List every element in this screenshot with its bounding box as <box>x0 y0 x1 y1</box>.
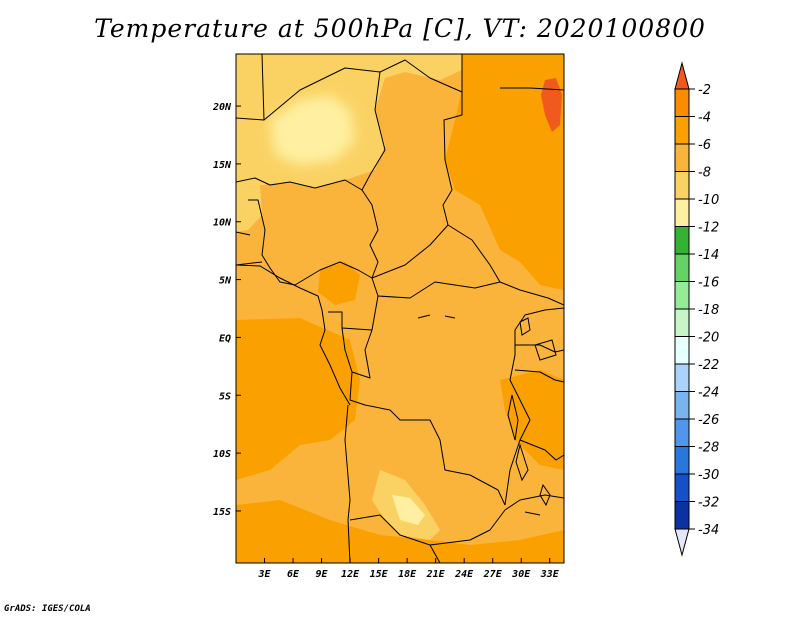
colorbar-label: -8 <box>698 166 711 181</box>
y-tick-label: 20N <box>212 102 232 113</box>
x-tick-label: 30E <box>511 569 531 580</box>
x-tick-label: 18E <box>398 569 417 580</box>
colorbar-box <box>674 198 690 227</box>
colorbar-box <box>674 363 690 392</box>
colorbar-box <box>674 226 690 255</box>
lakes <box>417 314 557 516</box>
y-tick-label: 5S <box>219 391 231 402</box>
y-axis: 20N 15N 10N 5N EQ 5S 10S 15S <box>212 102 241 518</box>
colorbar-label: -18 <box>698 303 719 318</box>
x-tick-label: 9E <box>316 569 329 580</box>
field-band-minus2-to-minus4 <box>541 78 562 132</box>
x-tick-label: 21E <box>426 569 446 580</box>
colorbar-box <box>674 308 690 337</box>
colorbar-label: -10 <box>698 193 719 208</box>
field-band-minus4-to-minus6 <box>236 500 564 563</box>
colorbar-label: -28 <box>698 441 719 456</box>
field-band-minus10-to-minus12 <box>392 495 425 525</box>
colorbar-box <box>674 281 690 310</box>
colorbar-label: -22 <box>698 358 719 373</box>
colorbar-label: -16 <box>698 276 719 291</box>
x-tick-label: 3E <box>257 569 271 580</box>
colorbar-label: -24 <box>698 386 719 401</box>
grads-credit: GrADS: IGES/COLA <box>4 604 91 614</box>
field-band-minus4-to-minus6 <box>318 262 360 305</box>
colorbar-box <box>674 501 690 530</box>
x-tick-label: 6E <box>287 569 300 580</box>
coastline <box>236 264 351 406</box>
colorbar-bottom-arrow <box>674 528 690 557</box>
colorbar-label: -34 <box>698 523 719 538</box>
y-tick-label: 5N <box>219 276 232 287</box>
colorbar-box <box>674 336 690 365</box>
chart-title: Temperature at 500hPa [C], VT: 202010080… <box>94 14 706 43</box>
x-tick-label: 15E <box>370 569 389 580</box>
colorbar-box <box>674 418 690 447</box>
colorbar-label: -2 <box>698 83 711 98</box>
colorbar-box <box>674 253 690 282</box>
field-band-minus8-to-minus10 <box>236 182 262 232</box>
y-tick-label: 10N <box>213 218 232 229</box>
colorbar-label: -26 <box>698 413 719 428</box>
y-tick-label: 15S <box>213 507 231 518</box>
colorbar-label: -32 <box>698 496 719 511</box>
colorbar-box <box>674 391 690 420</box>
colorbar-box <box>674 446 690 475</box>
colorbar: -2 -4 -6 -8 -10 -12 -14 -16 -18 -20 -22 -24 -26 -28 -3… <box>674 61 719 557</box>
colorbar-box <box>674 171 690 200</box>
x-axis: 3E 6E 9E 12E 15E 18E 21E 24E 27E 30E 33E <box>257 558 560 580</box>
colorbar-box <box>674 473 690 502</box>
colorbar-box <box>674 116 690 145</box>
x-tick-label: 27E <box>483 569 503 580</box>
colorbar-box <box>674 88 690 117</box>
y-tick-label: 15N <box>213 160 232 171</box>
colorbar-label: -6 <box>698 138 711 153</box>
colorbar-label: -4 <box>698 111 711 126</box>
field-band-minus10-to-minus12 <box>270 95 355 165</box>
colorbar-top-arrow <box>674 61 690 90</box>
x-tick-label: 24E <box>454 569 474 580</box>
y-tick-label: EQ <box>219 333 231 344</box>
y-tick-label: 10S <box>213 449 231 460</box>
country-borders <box>236 54 564 563</box>
colorbar-label: -12 <box>698 221 719 236</box>
x-tick-label: 12E <box>341 569 360 580</box>
colorbar-label: -30 <box>698 468 719 483</box>
temperature-field <box>236 54 564 563</box>
field-band-minus4-to-minus6 <box>236 318 360 480</box>
colorbar-box <box>674 143 690 172</box>
plot-frame <box>235 53 565 564</box>
colorbar-label: -14 <box>698 248 719 263</box>
x-tick-label: 33E <box>540 569 560 580</box>
colorbar-label: -20 <box>698 331 719 346</box>
field-band-minus4-to-minus6 <box>445 54 564 290</box>
field-band-minus4-to-minus6 <box>500 370 564 470</box>
